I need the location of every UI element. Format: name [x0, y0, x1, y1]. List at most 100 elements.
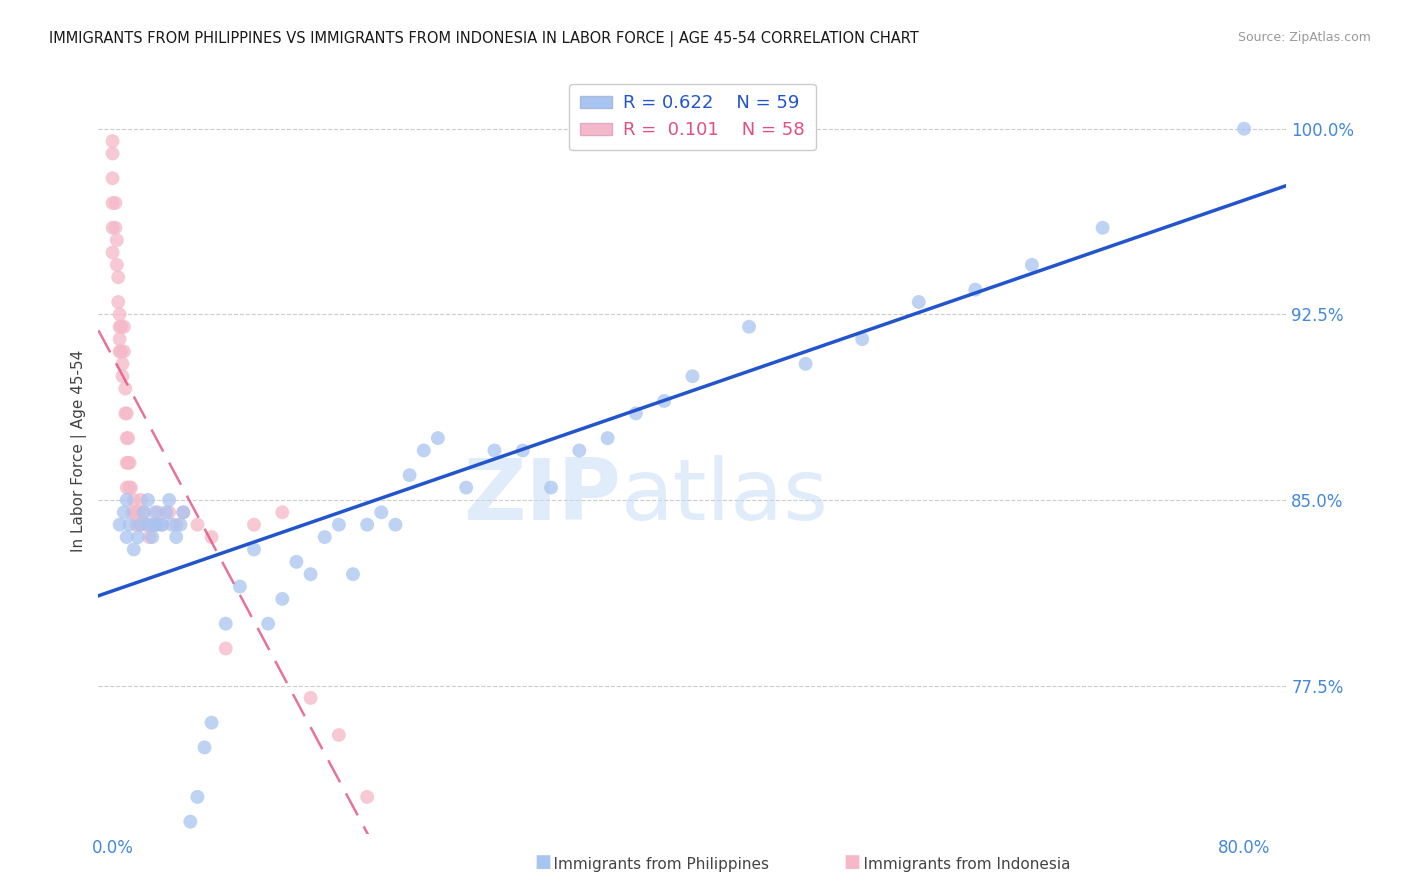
Point	[907, 295, 929, 310]
Point	[243, 517, 266, 532]
Point	[356, 789, 378, 804]
Point	[112, 505, 135, 519]
Point	[169, 517, 191, 532]
Point	[172, 505, 194, 519]
Point	[652, 394, 675, 409]
Point	[101, 146, 124, 161]
Point	[179, 814, 201, 829]
Point	[342, 567, 364, 582]
Point	[136, 492, 159, 507]
Point	[111, 369, 134, 384]
Point	[101, 220, 124, 235]
Point	[215, 641, 238, 656]
Point	[108, 344, 131, 359]
Point	[157, 505, 180, 519]
Point	[328, 728, 350, 742]
Legend: R = 0.622    N = 59, R =  0.101    N = 58: R = 0.622 N = 59, R = 0.101 N = 58	[569, 84, 815, 150]
Point	[110, 319, 132, 334]
Point	[138, 530, 160, 544]
Point	[314, 530, 336, 544]
Point	[484, 443, 506, 458]
Point	[115, 456, 138, 470]
Text: Immigrants from Philippines: Immigrants from Philippines	[534, 857, 769, 872]
Point	[200, 715, 222, 730]
Point	[426, 431, 449, 445]
Point	[299, 567, 322, 582]
Point	[596, 431, 619, 445]
Point	[135, 517, 157, 532]
Point	[215, 616, 238, 631]
Point	[157, 492, 180, 507]
Text: Immigrants from Indonesia: Immigrants from Indonesia	[844, 857, 1070, 872]
Point	[108, 319, 131, 334]
Point	[165, 530, 187, 544]
Point	[271, 591, 294, 606]
Text: IMMIGRANTS FROM PHILIPPINES VS IMMIGRANTS FROM INDONESIA IN LABOR FORCE | AGE 45: IMMIGRANTS FROM PHILIPPINES VS IMMIGRANT…	[49, 31, 920, 47]
Point	[384, 517, 406, 532]
Point	[101, 134, 124, 148]
Point	[115, 530, 138, 544]
Point	[108, 307, 131, 321]
Point	[101, 245, 124, 260]
Point	[540, 481, 562, 495]
Point	[120, 481, 142, 495]
Text: ■: ■	[844, 853, 860, 871]
Point	[108, 517, 131, 532]
Point	[141, 530, 163, 544]
Point	[118, 481, 141, 495]
Point	[101, 171, 124, 186]
Point	[141, 517, 163, 532]
Point	[114, 406, 136, 420]
Point	[127, 530, 149, 544]
Point	[794, 357, 817, 371]
Point	[105, 233, 128, 247]
Point	[172, 505, 194, 519]
Point	[738, 319, 761, 334]
Point	[128, 517, 150, 532]
Text: Source: ZipAtlas.com: Source: ZipAtlas.com	[1237, 31, 1371, 45]
Point	[129, 492, 152, 507]
Point	[127, 505, 149, 519]
Point	[108, 332, 131, 346]
Point	[111, 357, 134, 371]
Point	[125, 517, 148, 532]
Point	[122, 492, 145, 507]
Point	[328, 517, 350, 532]
Point	[681, 369, 703, 384]
Point	[398, 468, 420, 483]
Point	[412, 443, 434, 458]
Text: atlas: atlas	[621, 455, 830, 538]
Point	[122, 542, 145, 557]
Point	[115, 431, 138, 445]
Point	[150, 517, 173, 532]
Point	[121, 505, 143, 519]
Point	[186, 517, 208, 532]
Point	[107, 270, 129, 285]
Point	[107, 295, 129, 310]
Point	[193, 740, 215, 755]
Point	[136, 517, 159, 532]
Point	[229, 580, 252, 594]
Point	[132, 505, 155, 519]
Point	[117, 456, 139, 470]
Point	[200, 530, 222, 544]
Point	[110, 344, 132, 359]
Point	[115, 481, 138, 495]
Point	[117, 431, 139, 445]
Point	[299, 690, 322, 705]
Point	[146, 505, 169, 519]
Point	[512, 443, 534, 458]
Point	[129, 517, 152, 532]
Point	[118, 456, 141, 470]
Point	[186, 789, 208, 804]
Point	[124, 505, 146, 519]
Point	[624, 406, 647, 420]
Point	[456, 481, 478, 495]
Point	[143, 517, 166, 532]
Point	[114, 382, 136, 396]
Point	[851, 332, 873, 346]
Point	[101, 196, 124, 211]
Point	[243, 542, 266, 557]
Point	[112, 344, 135, 359]
Point	[155, 505, 177, 519]
